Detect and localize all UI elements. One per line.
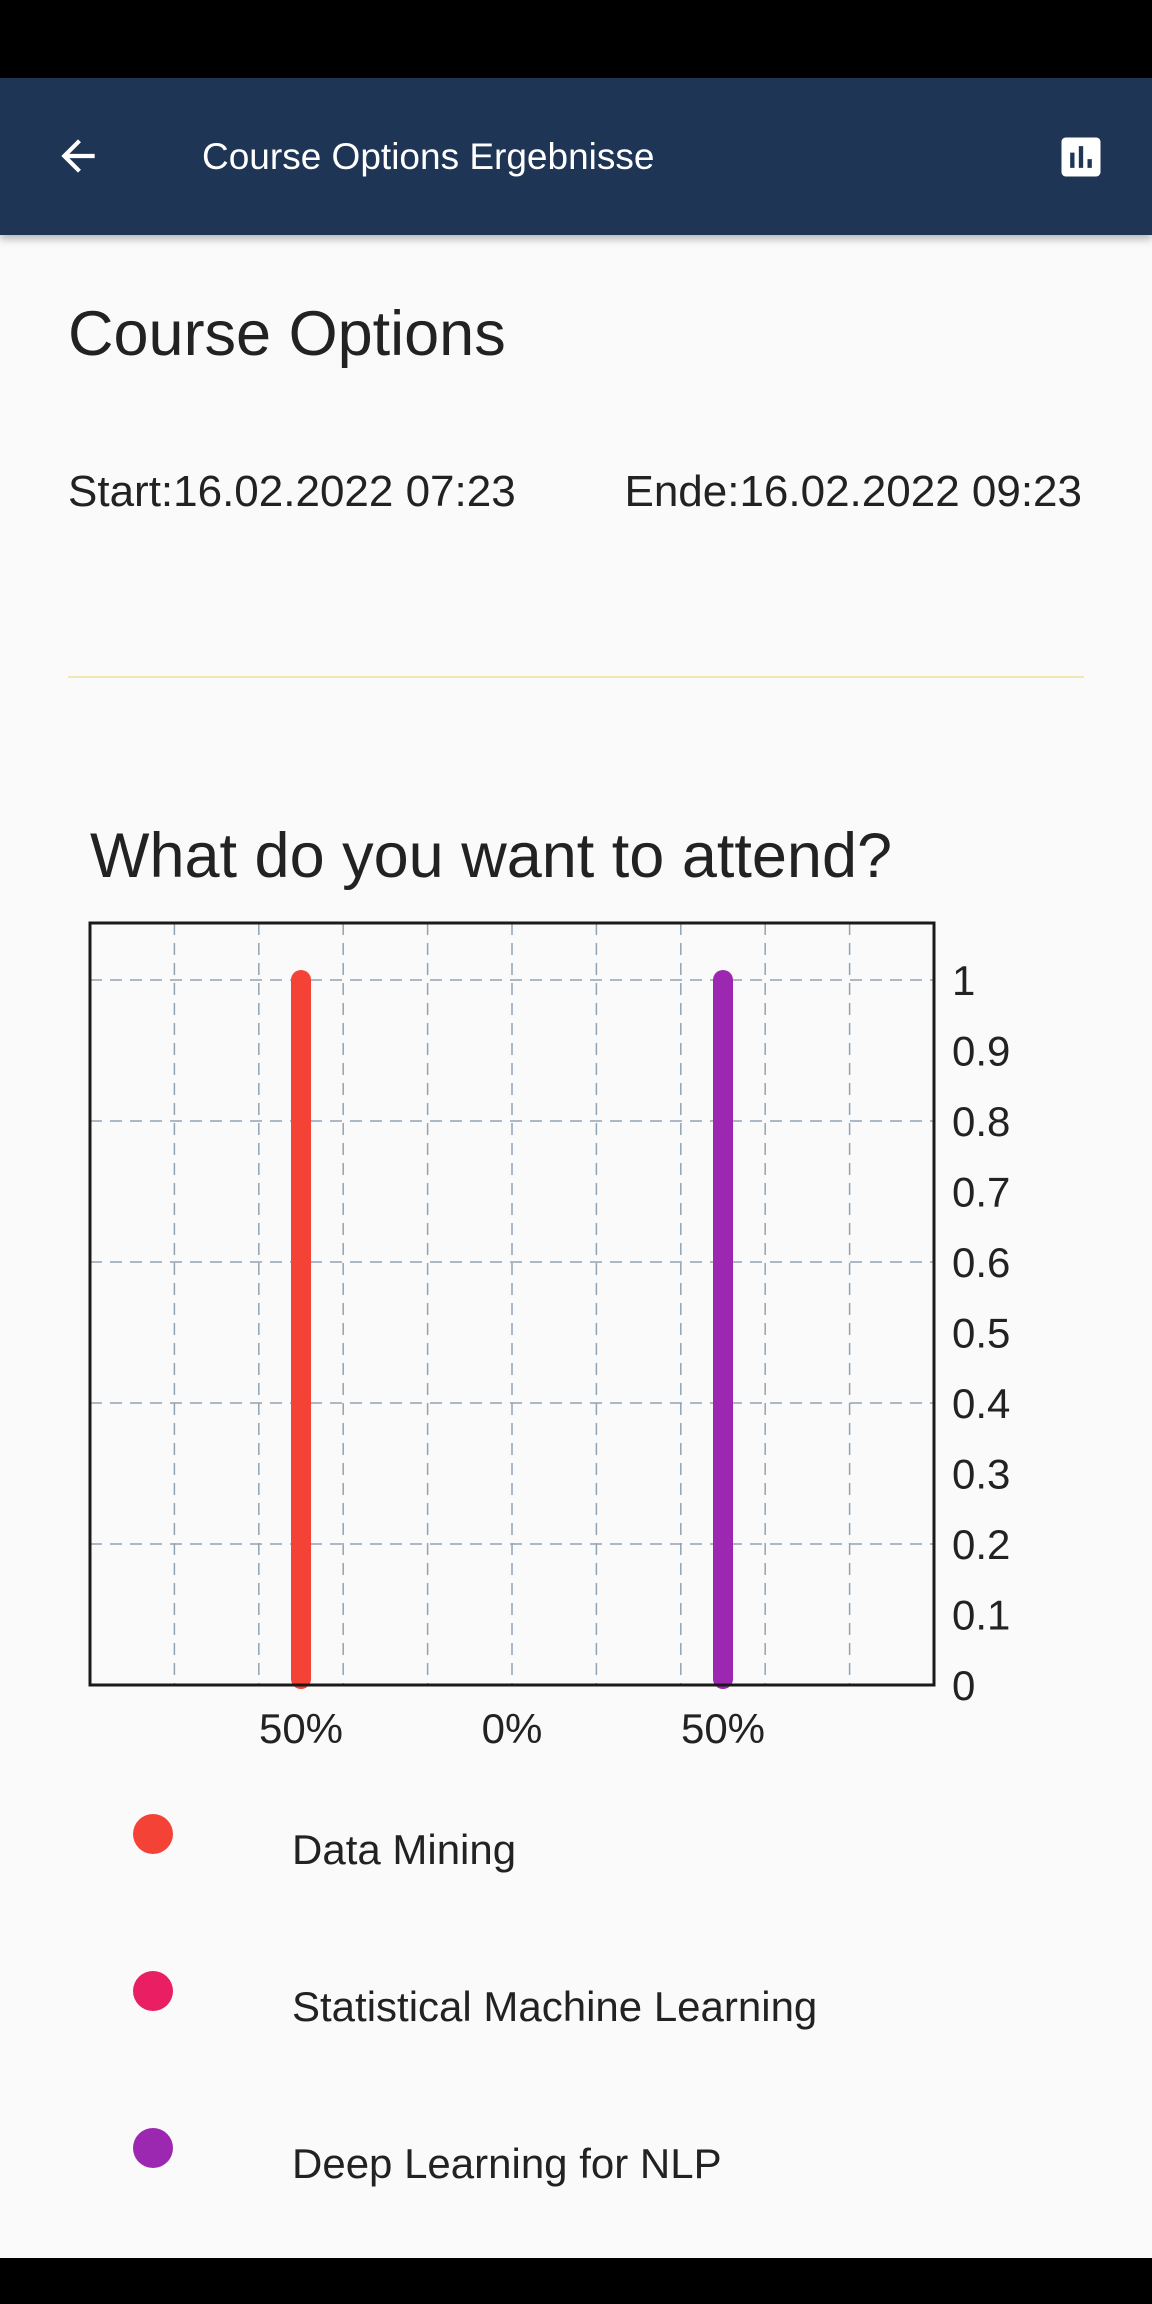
x-axis-ticks: 50% 0% 50% — [259, 1705, 765, 1752]
y-tick-label: 1 — [952, 957, 975, 1004]
chart-bars — [291, 970, 733, 1689]
results-bar-chart: 0 0.1 0.2 0.3 0.4 0.5 0.6 0.7 0.8 0.9 1 50% 0% 50% — [88, 921, 1010, 1752]
y-tick-label: 0.9 — [952, 1028, 1010, 1075]
legend-dot-icon — [133, 1814, 173, 1854]
legend-label: Data Mining — [292, 1826, 517, 1873]
legend-item: Data Mining — [0, 1812, 1152, 1873]
legend-item: Statistical Machine Learning — [0, 1969, 1152, 2030]
page-title: Course Options — [68, 299, 506, 369]
legend-item: Deep Learning for NLP — [0, 2126, 1152, 2187]
arrow-left-icon — [61, 139, 95, 173]
legend-label: Deep Learning for NLP — [292, 2140, 722, 2187]
results-chart-button[interactable] — [1050, 126, 1112, 188]
legend-label: Statistical Machine Learning — [292, 1983, 818, 2030]
y-tick-label: 0.1 — [952, 1592, 1010, 1639]
y-tick-label: 0.7 — [952, 1169, 1010, 1216]
app-bar-title: Course Options Ergebnisse — [202, 136, 655, 177]
start-datetime: Start:16.02.2022 07:23 — [68, 467, 516, 516]
status-bar — [0, 0, 1152, 78]
y-tick-label: 0.6 — [952, 1239, 1010, 1286]
chart-grid — [90, 923, 934, 1685]
y-tick-label: 0.5 — [952, 1310, 1010, 1357]
y-tick-label: 0.4 — [952, 1380, 1010, 1427]
y-axis-ticks: 0 0.1 0.2 0.3 0.4 0.5 0.6 0.7 0.8 0.9 1 — [952, 957, 1010, 1709]
legend-dot-icon — [133, 2128, 173, 2168]
x-tick-label: 50% — [681, 1705, 765, 1752]
navigation-bar — [0, 2258, 1152, 2304]
x-tick-label: 0% — [482, 1705, 543, 1752]
app-bar: Course Options Ergebnisse — [0, 78, 1152, 235]
legend-dot-icon — [133, 1971, 173, 2011]
x-tick-label: 50% — [259, 1705, 343, 1752]
y-tick-label: 0.3 — [952, 1451, 1010, 1498]
divider — [68, 676, 1084, 678]
back-button[interactable] — [40, 118, 116, 194]
y-tick-label: 0 — [952, 1662, 975, 1709]
y-tick-label: 0.8 — [952, 1098, 1010, 1145]
bar-chart-icon — [1061, 137, 1101, 177]
chart-frame — [88, 921, 936, 1687]
y-tick-label: 0.2 — [952, 1521, 1010, 1568]
end-datetime: Ende:16.02.2022 09:23 — [624, 467, 1082, 516]
question-title: What do you want to attend? — [90, 821, 893, 891]
